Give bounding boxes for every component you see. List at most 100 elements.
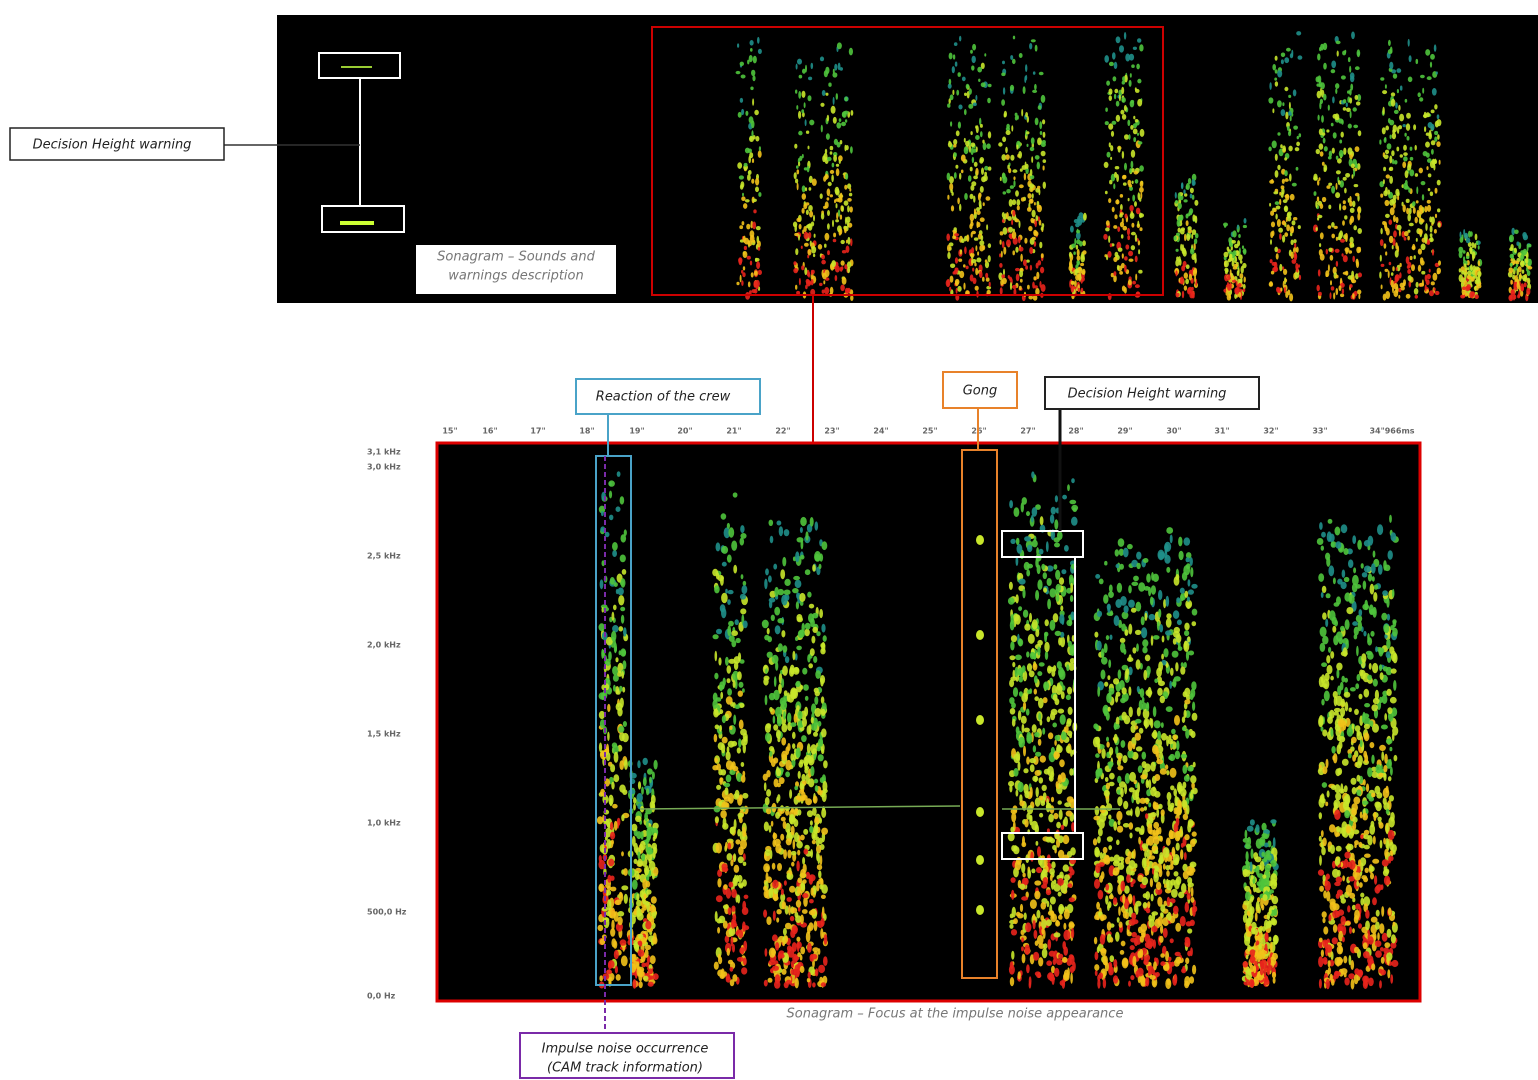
sound-texture: [1194, 199, 1199, 206]
sound-texture: [751, 158, 755, 163]
sound-texture: [1034, 770, 1042, 776]
sound-texture: [1163, 900, 1168, 907]
sound-texture: [954, 233, 960, 237]
sound-texture: [1434, 213, 1438, 218]
sound-texture: [967, 175, 972, 182]
sound-texture: [1119, 221, 1125, 228]
sound-texture: [607, 899, 612, 911]
sound-texture: [847, 236, 851, 245]
sound-texture: [1159, 935, 1164, 943]
sound-texture: [1275, 213, 1278, 220]
sound-texture: [781, 750, 788, 761]
sound-texture: [973, 208, 977, 215]
sound-texture: [1013, 176, 1016, 181]
sound-texture: [1396, 89, 1399, 94]
sound-texture: [791, 850, 797, 856]
sound-texture: [1159, 768, 1167, 775]
sound-texture: [1458, 251, 1463, 259]
sound-texture: [1024, 237, 1028, 244]
sound-texture: [1123, 899, 1129, 910]
sound-texture: [982, 142, 987, 151]
sound-texture: [1014, 218, 1020, 223]
sound-texture: [1115, 563, 1120, 569]
sound-texture: [1146, 940, 1153, 950]
sound-texture: [815, 968, 819, 977]
sound-texture: [653, 759, 658, 770]
sound-texture: [1121, 86, 1125, 95]
sound-texture: [1097, 978, 1101, 989]
sound-texture: [717, 878, 722, 888]
sound-texture: [1125, 53, 1131, 62]
sound-texture: [1029, 43, 1033, 50]
sound-texture: [620, 578, 626, 588]
sound-texture: [1038, 219, 1042, 226]
sound-texture: [1071, 504, 1079, 511]
sound-texture: [801, 109, 805, 114]
sound-texture: [607, 874, 612, 883]
sound-texture: [1108, 692, 1112, 700]
sound-texture: [618, 725, 625, 733]
sound-texture: [720, 810, 727, 819]
sound-texture: [1419, 207, 1424, 215]
sound-texture: [1379, 271, 1382, 279]
caption: warnings description: [448, 269, 583, 284]
sound-texture: [796, 968, 800, 978]
sound-texture: [1242, 283, 1246, 290]
sound-texture: [782, 645, 788, 653]
sound-texture: [1510, 258, 1513, 262]
sound-texture: [774, 625, 781, 635]
sound-texture: [1437, 208, 1441, 213]
sound-texture: [748, 55, 753, 63]
sound-texture: [1001, 99, 1005, 106]
sound-texture: [1142, 639, 1149, 648]
sound-texture: [1136, 63, 1140, 70]
sound-texture: [1069, 869, 1075, 876]
sound-texture: [970, 184, 975, 191]
sound-texture: [1436, 119, 1442, 127]
sound-texture: [1357, 130, 1362, 137]
sound-texture: [1018, 606, 1023, 611]
sound-texture: [1282, 280, 1285, 288]
sound-texture: [1183, 537, 1191, 546]
sound-texture: [1348, 250, 1353, 254]
sound-texture: [727, 842, 731, 850]
sound-texture: [1033, 675, 1038, 684]
sound-texture: [1111, 206, 1115, 213]
sound-texture: [740, 525, 745, 534]
sound-texture: [800, 516, 807, 527]
sound-texture: [969, 193, 974, 200]
sound-texture: [1116, 174, 1119, 182]
sound-texture: [955, 287, 958, 294]
sound-texture: [848, 192, 853, 197]
sound-texture: [1261, 822, 1267, 831]
sound-texture: [740, 574, 744, 580]
sound-texture: [971, 156, 975, 164]
sound-texture: [1124, 134, 1129, 140]
sound-texture: [1391, 245, 1394, 250]
sound-texture: [810, 887, 814, 896]
sound-texture: [613, 684, 616, 692]
sound-texture: [1224, 260, 1229, 268]
sound-texture: [1105, 895, 1109, 905]
sound-texture: [839, 140, 843, 145]
sound-texture: [970, 49, 973, 54]
sound-texture: [1158, 661, 1163, 672]
sound-texture: [845, 239, 848, 244]
sound-texture: [1037, 646, 1041, 656]
sound-texture: [1115, 599, 1122, 608]
sound-texture: [1409, 255, 1413, 261]
sound-texture: [1347, 275, 1353, 280]
sound-texture: [1149, 975, 1156, 980]
sound-texture: [1335, 40, 1341, 45]
sound-texture: [1512, 260, 1518, 264]
sound-texture: [1128, 250, 1134, 257]
sound-texture: [1190, 886, 1194, 898]
sound-texture: [1070, 972, 1073, 984]
sound-texture: [1128, 860, 1136, 870]
sound-texture: [980, 82, 986, 88]
sound-texture: [795, 551, 800, 563]
bottom-sonagram: [435, 441, 1422, 1003]
sound-texture: [1042, 159, 1047, 164]
sound-texture: [1029, 815, 1033, 826]
sound-texture: [775, 661, 779, 671]
